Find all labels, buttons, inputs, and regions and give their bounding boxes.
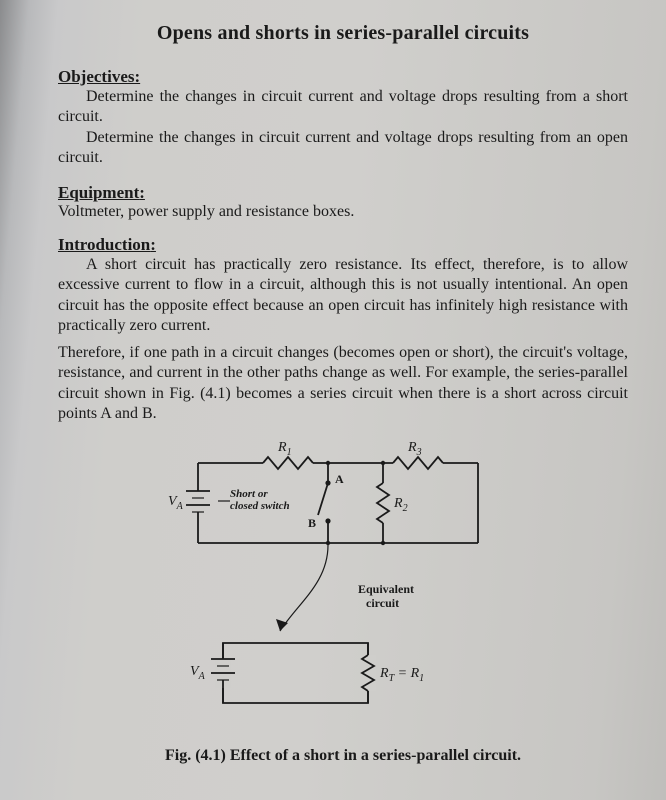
objectives-heading: Objectives xyxy=(58,67,628,87)
label-R2: R xyxy=(393,496,403,511)
circuit-diagram-svg: R1 R3 R2 VA A B Short or closed switch E… xyxy=(168,433,528,733)
svg-text:RT = R1: RT = R1 xyxy=(379,666,424,684)
label-VA-bot-sub: A xyxy=(198,671,206,682)
svg-text:VA: VA xyxy=(190,664,206,682)
objective-item: Determine the changes in circuit current… xyxy=(58,87,628,128)
equipment-text: Voltmeter, power supply and resistance b… xyxy=(58,203,628,221)
label-R1: R xyxy=(277,440,287,455)
objective-item: Determine the changes in circuit current… xyxy=(58,128,628,169)
label-RT: R xyxy=(379,666,389,681)
intro-para-2: Therefore, if one path in a circuit chan… xyxy=(58,343,628,425)
svg-text:R1: R1 xyxy=(277,440,292,458)
svg-text:VA: VA xyxy=(168,494,184,512)
label-short-2: closed switch xyxy=(230,500,290,512)
page-title: Opens and shorts in series-parallel circ… xyxy=(58,22,628,45)
introduction-heading: Introduction xyxy=(58,235,628,255)
figure-4-1: R1 R3 R2 VA A B Short or closed switch E… xyxy=(58,433,628,765)
label-node-A: A xyxy=(335,472,344,486)
label-equivalent-1: Equivalent xyxy=(358,582,414,596)
svg-text:R3: R3 xyxy=(407,440,422,458)
objectives-list: Determine the changes in circuit current… xyxy=(58,87,628,169)
label-R3: R xyxy=(407,440,417,455)
equipment-heading: Equipment xyxy=(58,183,628,203)
label-short-1: Short or xyxy=(230,488,268,500)
page-content: Opens and shorts in series-parallel circ… xyxy=(0,0,666,765)
label-R2-sub: 2 xyxy=(403,503,408,514)
label-node-B: B xyxy=(308,516,316,530)
label-RT-r1sub: 1 xyxy=(419,673,424,684)
label-R3-sub: 3 xyxy=(416,447,422,458)
intro-para-1: A short circuit has practically zero res… xyxy=(58,255,628,337)
label-RT-eq: = R xyxy=(394,666,419,681)
label-VA-top-sub: A xyxy=(176,501,184,512)
svg-text:R2: R2 xyxy=(393,496,408,514)
label-equivalent-2: circuit xyxy=(366,596,399,610)
figure-caption: Fig. (4.1) Effect of a short in a series… xyxy=(58,747,628,765)
label-R1-sub: 1 xyxy=(287,447,292,458)
